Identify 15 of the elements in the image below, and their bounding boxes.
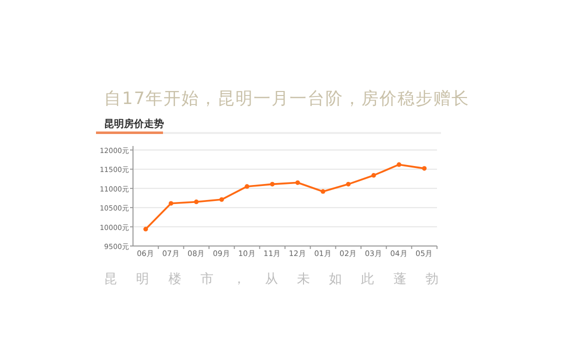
point xyxy=(346,182,351,186)
point xyxy=(168,201,174,206)
point xyxy=(143,226,148,232)
point xyxy=(295,180,300,185)
point xyxy=(371,173,376,178)
text: 昆 明 楼 市 ， 从 未 如 此 蓬 勃 xyxy=(104,272,440,287)
chart-title: 自17年开始，昆明一月一台阶，房价稳步赠长 xyxy=(104,89,470,109)
point xyxy=(244,184,250,189)
chart-subtitle: 昆明房价走势 xyxy=(104,118,164,130)
point xyxy=(194,200,199,204)
point xyxy=(396,162,402,167)
point xyxy=(422,166,427,171)
point xyxy=(219,197,224,202)
point xyxy=(270,182,275,186)
point xyxy=(320,189,326,194)
